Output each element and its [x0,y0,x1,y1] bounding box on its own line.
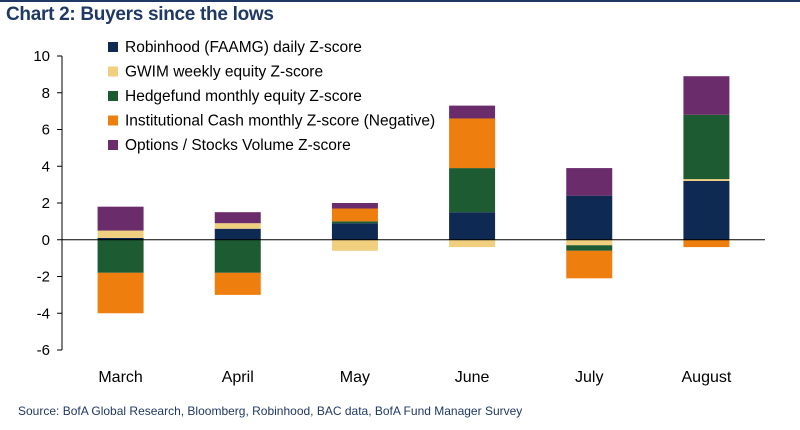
bar-segment [331,239,378,251]
x-category-label: April [222,369,254,386]
x-category-label: June [455,369,490,386]
legend-swatch [108,66,118,77]
bar-segment [331,203,378,209]
bars [97,76,730,314]
bar-segment [566,195,613,240]
y-tick-label: -2 [37,269,50,286]
y-tick-label: 10 [33,48,50,65]
legend-label: Options / Stocks Volume Z-score [125,137,351,154]
y-tick-label: 8 [42,85,50,102]
x-category-label: August [682,369,732,386]
bar-segment [331,223,378,240]
legend: Robinhood (FAAMG) daily Z-score GWIM week… [108,39,435,154]
bar-segment [214,212,261,224]
bar-segment [97,272,144,314]
bar-segment [683,76,730,115]
y-tick-label: 0 [42,232,50,249]
bar-segment [97,230,144,238]
x-category-label: March [98,369,142,386]
y-tick-label: -6 [37,342,50,359]
bar-segment [683,180,730,240]
bar-segment [683,239,730,248]
x-category-label: May [340,369,370,386]
y-tick-label: 6 [42,122,50,139]
bar-segment [331,221,378,224]
bar-segment [449,239,496,248]
chart-title: Chart 2: Buyers since the lows [6,4,274,25]
x-category-label: July [575,369,603,386]
legend-label: GWIM weekly equity Z-score [125,64,323,81]
legend-swatch [108,115,118,126]
title-rule [0,0,800,2]
legend-label: Hedgefund monthly equity Z-score [125,88,362,105]
legend-swatch [108,91,118,101]
legend-label: Robinhood (FAAMG) daily Z-score [125,39,362,56]
y-tick-label: -4 [37,305,50,322]
bar-segment [449,212,496,240]
y-tick-label: 4 [42,158,50,175]
legend-swatch [108,42,118,52]
bar-segment [683,179,730,181]
bar-segment [566,239,613,246]
y-tick-label: 2 [42,195,50,212]
x-axis-labels: March April May June July August [98,369,732,386]
bar-segment [214,239,261,273]
y-axis: -6 -4 -2 0 2 4 6 8 10 [33,48,63,359]
chart-area: -6 -4 -2 0 2 4 6 8 10 March April May June July Augus… [33,39,765,386]
bar-segment [683,114,730,180]
bar-segment [97,206,144,231]
bar-segment [214,223,261,229]
bar-segment [449,118,496,169]
bar-segment [449,105,496,119]
bar-segment [97,239,144,273]
bar-segment [214,228,261,240]
bar-segment [214,272,261,295]
bar-segment [566,245,613,251]
legend-label: Institutional Cash monthly Z-score (Nega… [125,113,435,130]
bar-segment [449,168,496,213]
bar-segment [566,168,613,196]
source-note: Source: BofA Global Research, Bloomberg,… [18,404,523,418]
bar-segment [331,208,378,222]
legend-swatch [108,140,118,150]
bar-segment [97,237,144,240]
bar-segment [566,250,613,279]
